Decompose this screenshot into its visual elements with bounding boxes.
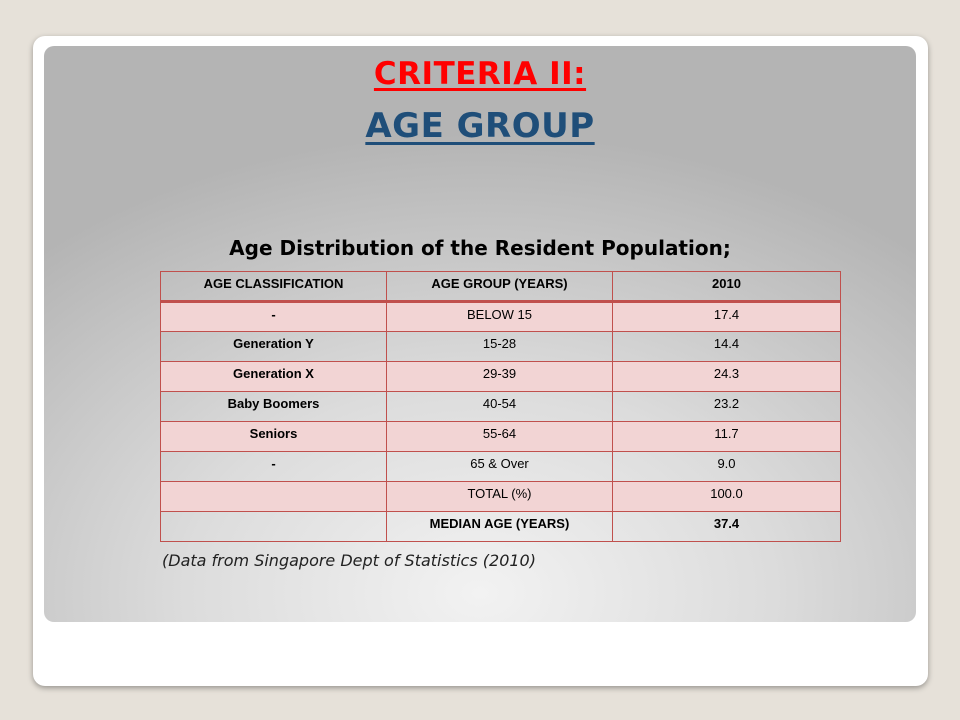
table-row: - BELOW 15 17.4 [160,301,841,332]
cell-value: 14.4 [612,331,841,362]
cell-classification: Generation Y [160,331,387,362]
cell-classification: Baby Boomers [160,391,387,422]
cell-age-group: 15-28 [386,331,613,362]
cell-value: 23.2 [612,391,841,422]
cell-classification: - [160,301,387,332]
table-row: - 65 & Over 9.0 [160,451,841,482]
cell-value: 100.0 [612,481,841,512]
cell-age-group: 40-54 [386,391,613,422]
cell-value: 37.4 [612,511,841,542]
cell-value: 24.3 [612,361,841,392]
cell-classification: Seniors [160,421,387,452]
table-header-row: AGE CLASSIFICATION AGE GROUP (YEARS) 201… [160,271,841,303]
header-age-classification: AGE CLASSIFICATION [160,271,387,303]
cell-value: 9.0 [612,451,841,482]
slide-title-criteria: CRITERIA II: [373,56,587,92]
cell-classification [160,481,387,512]
table-row-median: MEDIAN AGE (YEARS) 37.4 [160,511,841,542]
table-row: Generation X 29-39 24.3 [160,361,841,392]
table-row: Seniors 55-64 11.7 [160,421,841,452]
cell-classification: - [160,451,387,482]
cell-value: 11.7 [612,421,841,452]
table-row: Generation Y 15-28 14.4 [160,331,841,362]
table-row: Baby Boomers 40-54 23.2 [160,391,841,422]
source-note: (Data from Singapore Dept of Statistics … [162,551,536,570]
cell-age-group: 29-39 [386,361,613,392]
cell-age-group: BELOW 15 [386,301,613,332]
cell-age-group: MEDIAN AGE (YEARS) [386,511,613,542]
cell-classification [160,511,387,542]
header-age-group: AGE GROUP (YEARS) [386,271,613,303]
header-year-2010: 2010 [612,271,841,303]
cell-age-group: TOTAL (%) [386,481,613,512]
cell-age-group: 65 & Over [386,451,613,482]
table-row-total: TOTAL (%) 100.0 [160,481,841,512]
cell-value: 17.4 [612,301,841,332]
table-title: Age Distribution of the Resident Populat… [229,236,731,260]
cell-age-group: 55-64 [386,421,613,452]
age-distribution-table: AGE CLASSIFICATION AGE GROUP (YEARS) 201… [160,271,841,542]
cell-classification: Generation X [160,361,387,392]
slide-title-age-group: AGE GROUP [365,106,595,146]
